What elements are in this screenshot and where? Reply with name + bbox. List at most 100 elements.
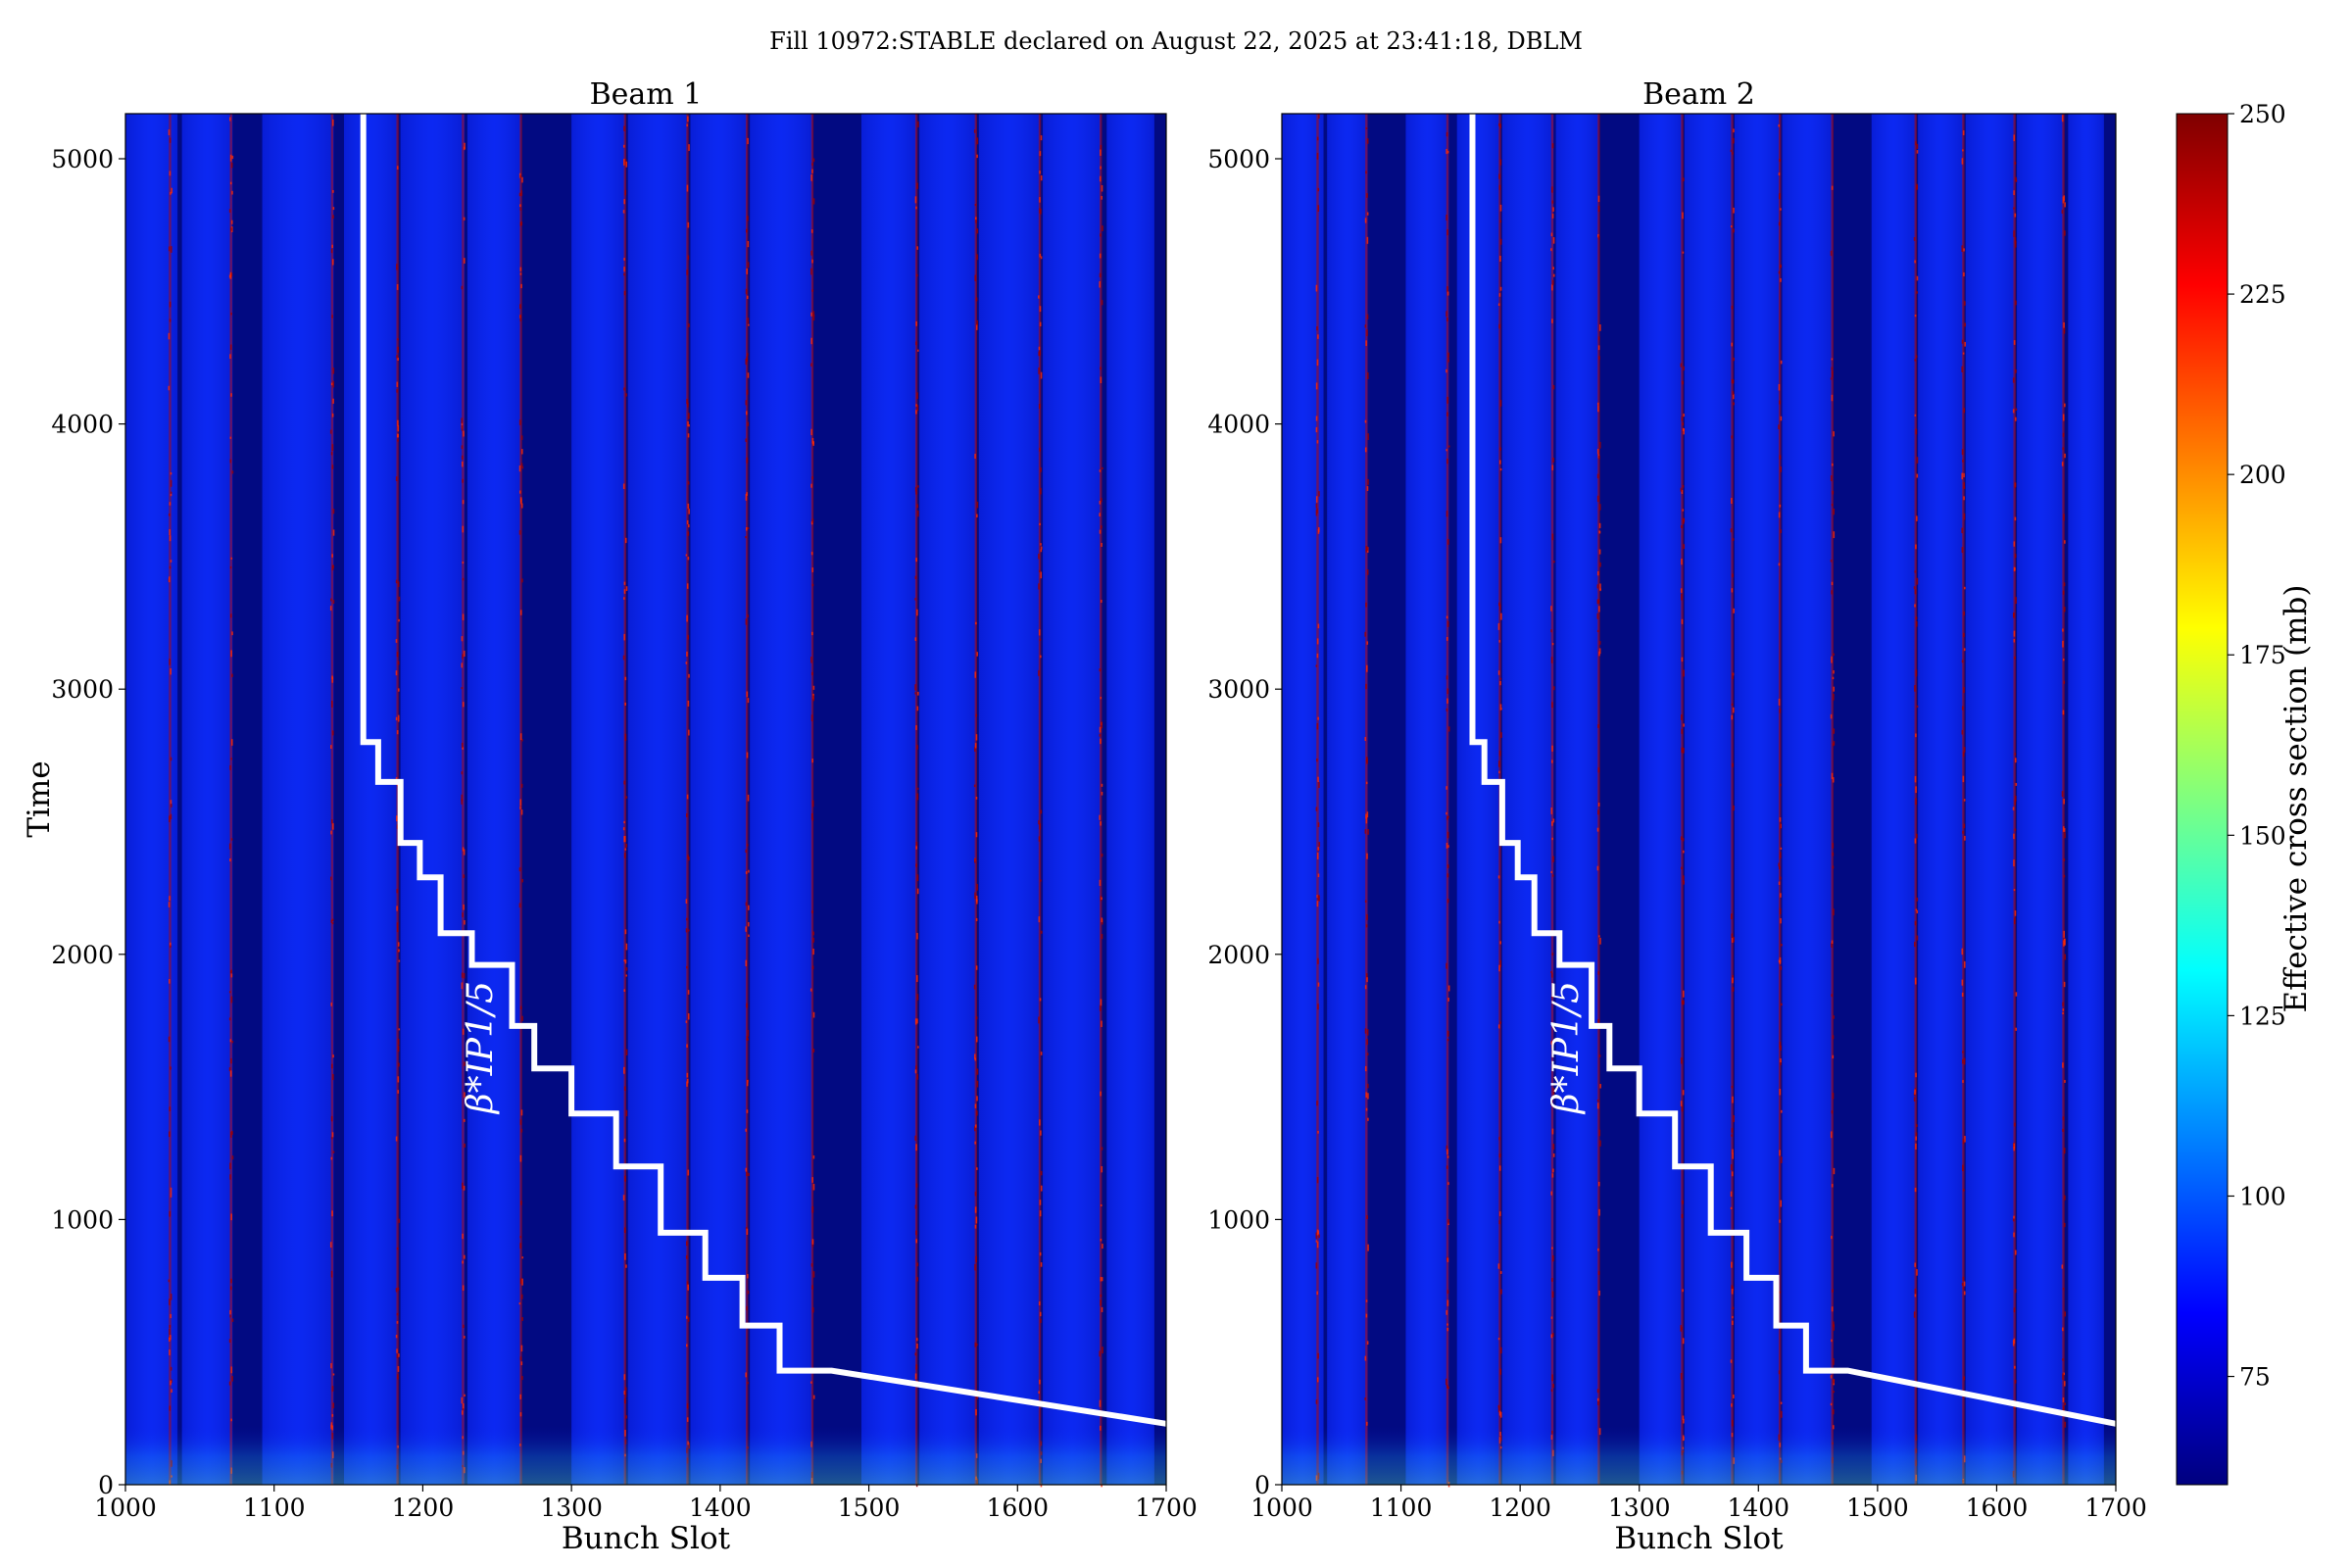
- bunch-train-band: [1043, 114, 1102, 1485]
- bunch-train-band: [1501, 114, 1554, 1485]
- colorbar-tick-label: 225: [2239, 280, 2286, 309]
- hot-edge-column: [1099, 114, 1103, 1488]
- beta-star-label: β*IP1/5: [1546, 981, 1587, 1115]
- y-tick-label: 1000: [51, 1205, 114, 1234]
- x-tick-label: 1200: [392, 1494, 455, 1522]
- bunch-train-band: [860, 114, 917, 1485]
- empty-slot-band: [1448, 114, 1457, 1485]
- hot-edge-column: [1778, 114, 1783, 1485]
- bunch-train-band: [690, 114, 748, 1485]
- axes-frame: [124, 113, 1167, 1486]
- empty-slot-band: [1915, 114, 1919, 1485]
- x-tick-label: 1500: [838, 1494, 901, 1522]
- colorbar-gradient: [2176, 113, 2229, 1486]
- colorbar-tick-label: 100: [2239, 1182, 2286, 1210]
- colorbar-tick-label: 125: [2239, 1002, 2286, 1030]
- empty-slot-band: [1832, 114, 1872, 1485]
- x-tick-label: 1200: [1489, 1494, 1551, 1522]
- hot-edge-column: [228, 114, 234, 1485]
- bunch-train-band: [1918, 114, 1964, 1485]
- low-time-glow: [1282, 1426, 2116, 1485]
- figure-suptitle: Fill 10972:STABLE declared on August 22,…: [769, 27, 1583, 55]
- bunch-train-band: [262, 114, 334, 1485]
- bunch-train-band: [1327, 114, 1368, 1485]
- x-tick-label: 1600: [986, 1494, 1049, 1522]
- y-tick-label: 0: [1254, 1471, 1270, 1499]
- bunch-train-band: [466, 114, 521, 1485]
- hot-edge-column: [973, 114, 979, 1485]
- empty-slot-band: [1040, 114, 1044, 1485]
- empty-slot-band: [177, 114, 182, 1485]
- empty-slot-band: [1323, 114, 1328, 1485]
- panel-title: Beam 2: [1642, 77, 1755, 112]
- bunch-train-band: [2017, 114, 2064, 1485]
- empty-slot-band: [2103, 114, 2116, 1485]
- bunch-train-band: [919, 114, 976, 1485]
- panel-title: Beam 1: [590, 77, 703, 112]
- x-tick-label: 1000: [94, 1494, 157, 1522]
- bunch-train-band: [1555, 114, 1599, 1485]
- hot-edge-column: [1680, 114, 1686, 1485]
- y-tick-label: 4000: [51, 411, 114, 439]
- x-tick-label: 1100: [1370, 1494, 1433, 1522]
- empty-slot-band: [1732, 114, 1735, 1485]
- empty-slot-band: [464, 114, 467, 1485]
- bunch-train-band: [1456, 114, 1500, 1485]
- bunch-train-band: [344, 114, 398, 1485]
- x-tick-label: 1100: [243, 1494, 306, 1522]
- empty-slot-band: [1780, 114, 1783, 1485]
- bunch-train-band: [978, 114, 1041, 1485]
- colorbar-tick-label: 75: [2239, 1363, 2271, 1392]
- hot-edge-column: [1913, 114, 1919, 1485]
- x-tick-label: 1500: [1846, 1494, 1909, 1522]
- x-tick-label: 1700: [2084, 1494, 2147, 1522]
- colorbar-tick-label: 250: [2239, 100, 2286, 128]
- beta-star-curve: [360, 114, 1167, 1427]
- panel-beam-1: β*IP1/5 Beam 1 1000 1100 1200 1300 1400 1500 160…: [22, 77, 1198, 1556]
- hot-edge-column: [1315, 114, 1321, 1485]
- empty-slot-band: [232, 114, 263, 1485]
- y-axis-label: Time: [22, 760, 57, 837]
- empty-slot-band: [1598, 114, 1640, 1485]
- y-tick-label: 1000: [1207, 1205, 1270, 1234]
- y-tick-label: 2000: [51, 941, 114, 969]
- bunch-train-band: [627, 114, 688, 1485]
- hot-edge-column: [2061, 114, 2067, 1485]
- x-tick-label: 1400: [689, 1494, 752, 1522]
- bunch-train-band: [571, 114, 625, 1485]
- axes-frame: [1281, 113, 2117, 1486]
- x-axis-label: Bunch Slot: [1614, 1521, 1784, 1556]
- hot-edge-column: [168, 114, 173, 1486]
- colorbar-tick-label: 175: [2239, 641, 2286, 669]
- low-time-glow: [125, 1426, 1166, 1485]
- hot-edge-column: [1596, 114, 1601, 1485]
- bunch-train-band: [2068, 114, 2104, 1485]
- y-tick-label: 3000: [51, 675, 114, 704]
- bunch-train-band: [1734, 114, 1781, 1485]
- hot-edge-column: [1730, 114, 1736, 1485]
- empty-slot-band: [975, 114, 979, 1485]
- beta-star-label: β*IP1/5: [461, 981, 501, 1115]
- empty-slot-band: [1101, 114, 1107, 1485]
- x-tick-label: 1400: [1727, 1494, 1789, 1522]
- hot-edge-column: [1364, 114, 1369, 1485]
- x-tick-label: 1300: [1608, 1494, 1671, 1522]
- empty-slot-band: [333, 114, 345, 1485]
- hot-edge-column: [2012, 114, 2018, 1485]
- bunch-train-band: [1106, 114, 1154, 1485]
- x-tick-label: 1300: [540, 1494, 603, 1522]
- y-tick-label: 0: [98, 1471, 114, 1499]
- bunch-train-band: [400, 114, 465, 1485]
- hot-edge-column: [1830, 114, 1836, 1485]
- empty-slot-band: [687, 114, 691, 1485]
- hot-edge-column: [745, 114, 750, 1485]
- y-tick-label: 4000: [1207, 411, 1270, 439]
- empty-slot-band: [1682, 114, 1685, 1485]
- bunch-train-band: [125, 114, 178, 1485]
- bunch-train-band: [1639, 114, 1683, 1485]
- bunch-train-band: [1405, 114, 1449, 1485]
- y-tick-label: 2000: [1207, 941, 1270, 969]
- empty-slot-band: [811, 114, 861, 1485]
- empty-slot-band: [520, 114, 572, 1485]
